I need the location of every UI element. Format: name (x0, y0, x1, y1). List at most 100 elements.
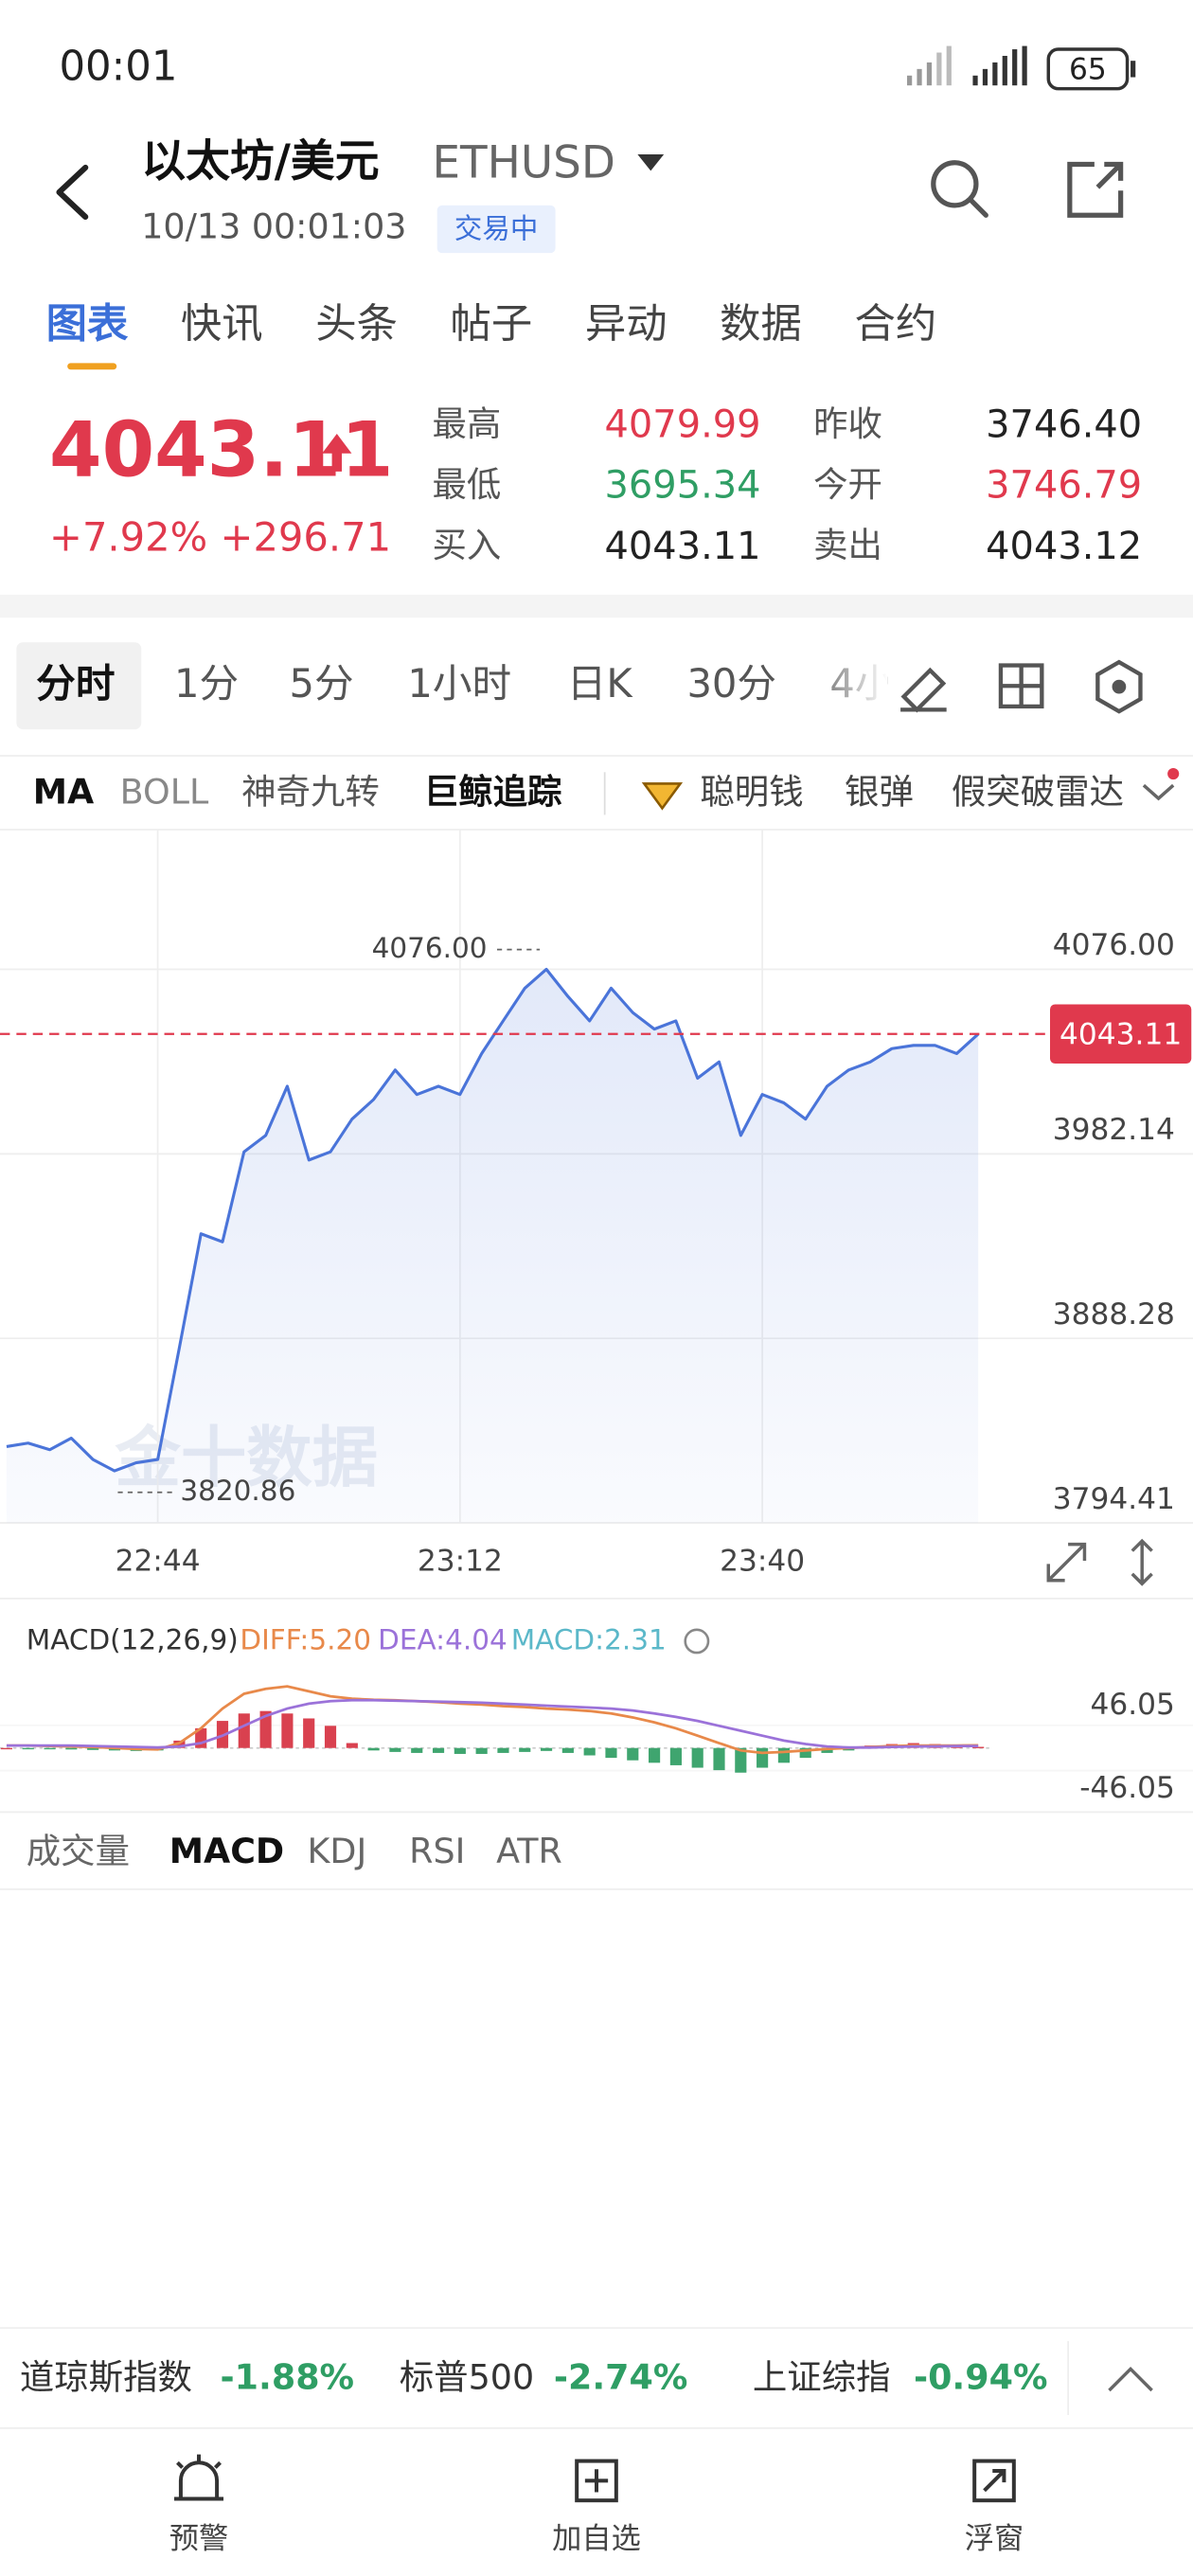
sub-tab[interactable]: MACD (169, 1831, 284, 1871)
layout-icon[interactable] (998, 663, 1044, 709)
macd-bar (583, 1747, 596, 1756)
macd-bar (627, 1747, 639, 1761)
battery-level: 65 (1069, 53, 1107, 87)
indicator-tab[interactable]: 巨鲸追踪 (424, 771, 562, 812)
y-tick-label: 4076.00 (1053, 928, 1175, 962)
indicator-tabs: MA BOLL 神奇九转 巨鲸追踪 聪明钱 银弹 假突破雷达 (33, 771, 1124, 812)
low-label: 3820.86 (180, 1475, 295, 1507)
macd-bar (475, 1747, 488, 1754)
y-tick-label: 3794.41 (1053, 1482, 1175, 1516)
macd-bar (324, 1726, 337, 1748)
macd-bar (649, 1747, 661, 1763)
period-tab[interactable]: 1小时 (407, 660, 511, 707)
new-dot (1167, 767, 1180, 780)
draw-tool-icon[interactable] (900, 667, 947, 713)
macd-bar (821, 1747, 833, 1753)
tab[interactable]: 帖子 (451, 301, 533, 349)
macd-legend: DEA:4.04 (378, 1623, 507, 1655)
indicator-tab[interactable]: 银弹 (845, 771, 914, 812)
period-tab[interactable]: 分时 (36, 660, 115, 707)
header-symbol[interactable]: ETHUSD (432, 138, 615, 189)
ticker-name[interactable]: 道琼斯指数 (20, 2356, 192, 2397)
back-button[interactable] (56, 164, 89, 221)
nav-label[interactable]: 预警 (169, 2522, 228, 2556)
high-label: 4076.00 (372, 932, 488, 964)
y-tick-label: 3982.14 (1053, 1113, 1175, 1147)
tab[interactable]: 头条 (315, 301, 398, 349)
ticker-name[interactable]: 上证综指 (753, 2356, 891, 2397)
macd-bar (669, 1747, 682, 1765)
header-datetime: 10/13 00:01:03 (141, 206, 406, 247)
battery (1046, 47, 1130, 91)
stat-value: 3746.79 (986, 464, 1142, 508)
macd-bar (972, 1746, 985, 1748)
macd-bar (561, 1747, 574, 1753)
stat-label: 最高 (432, 403, 501, 444)
macd-bar (777, 1747, 790, 1763)
macd-bar (259, 1710, 272, 1748)
indicator-tab[interactable]: 神奇九转 (241, 771, 380, 812)
macd-bar (735, 1747, 747, 1773)
period-tab[interactable]: 5分 (289, 660, 353, 707)
nav-label[interactable]: 加自选 (552, 2522, 641, 2556)
sub-tab[interactable]: 成交量 (27, 1831, 130, 1871)
ticker-change: -0.94% (914, 2356, 1048, 2397)
macd-line-diff (6, 1685, 979, 1755)
change-pct: +7.92% (49, 514, 207, 561)
macd-bar (367, 1747, 380, 1751)
battery-tip (1131, 61, 1136, 78)
stat-label: 昨收 (813, 403, 882, 444)
ticker-expand[interactable] (1108, 2366, 1153, 2392)
search-button[interactable] (931, 160, 988, 218)
nav-label[interactable]: 浮窗 (965, 2522, 1024, 2556)
tab[interactable]: 快讯 (181, 301, 263, 349)
x-tick-label: 23:40 (720, 1545, 805, 1579)
sub-tab[interactable]: KDJ (308, 1831, 367, 1871)
share-button[interactable] (1067, 161, 1124, 218)
indicator-tab[interactable]: MA (33, 771, 95, 812)
change-abs: +296.71 (221, 514, 392, 561)
alert-icon[interactable] (173, 2454, 224, 2501)
macd-bar (303, 1718, 315, 1748)
tab[interactable]: 图表 (46, 301, 129, 349)
macd-bar (346, 1743, 358, 1748)
macd-bar (540, 1747, 553, 1751)
tab[interactable]: 合约 (854, 301, 936, 349)
macd-settings[interactable] (684, 1628, 710, 1655)
macd-line-dea (6, 1698, 979, 1749)
macd-bar (65, 1747, 78, 1750)
ticker-change: -2.74% (554, 2356, 688, 2397)
stat-value: 3695.34 (605, 464, 761, 508)
sub-tab[interactable]: RSI (409, 1831, 465, 1871)
period-tab[interactable]: 1分 (174, 660, 239, 707)
macd-legend: MACD:2.31 (511, 1623, 667, 1655)
settings-icon[interactable] (1095, 659, 1143, 714)
period-tab[interactable]: 30分 (686, 660, 776, 707)
up-arrow (322, 433, 352, 472)
tab[interactable]: 数据 (720, 301, 802, 349)
fullscreen-icon[interactable] (1046, 1542, 1087, 1583)
ticker-change: -1.88% (221, 2356, 355, 2397)
indicator-expand[interactable] (1142, 783, 1175, 801)
ticker-name[interactable]: 标普500 (400, 2356, 534, 2397)
indicator-tab[interactable]: 假突破雷达 (952, 771, 1124, 812)
indicator-tab[interactable]: BOLL (120, 771, 209, 812)
scale-icon[interactable] (1131, 1538, 1153, 1586)
macd-bar (0, 1747, 13, 1750)
sub-tab[interactable]: ATR (496, 1831, 562, 1871)
stat-value: 3746.40 (986, 403, 1142, 447)
indicator-tab[interactable]: 聪明钱 (700, 771, 803, 812)
macd-bar (713, 1747, 725, 1771)
add-watch-icon[interactable] (575, 2459, 618, 2503)
macd-bar (519, 1747, 531, 1752)
symbol-dropdown[interactable] (637, 154, 665, 171)
tab[interactable]: 异动 (585, 301, 668, 349)
clock: 00:01 (59, 43, 177, 90)
period-tabs: 分时1分5分1小时日K30分4小时 (36, 660, 887, 707)
macd-bar (389, 1747, 401, 1752)
float-icon[interactable] (972, 2459, 1016, 2503)
macd-bar (22, 1747, 34, 1750)
price-area (6, 969, 979, 1524)
period-tab[interactable]: 日K (567, 660, 634, 707)
macd-tick-label: 46.05 (1091, 1688, 1175, 1722)
